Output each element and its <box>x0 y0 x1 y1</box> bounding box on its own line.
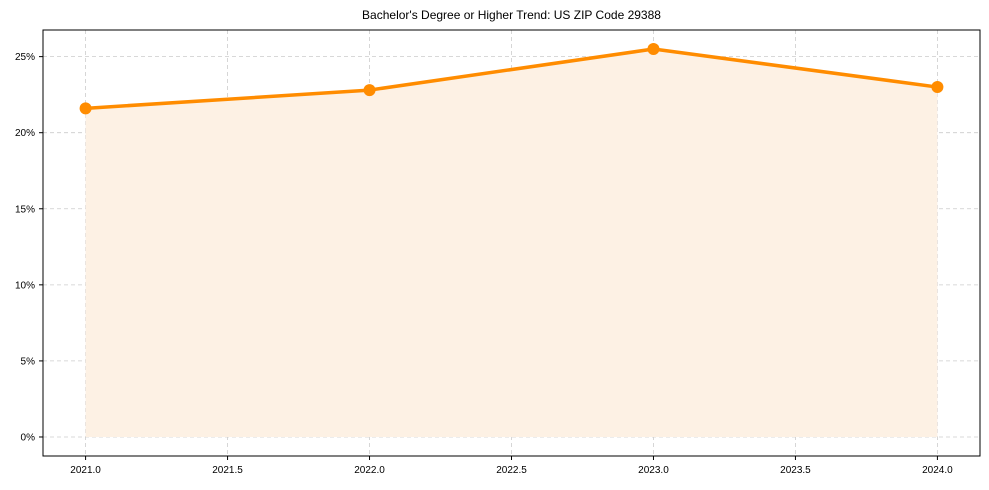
data-point-marker <box>647 43 660 56</box>
area-fill <box>85 49 938 437</box>
data-point-marker <box>363 84 376 97</box>
x-tick-label: 2023.0 <box>638 465 669 476</box>
y-tick-label: 5% <box>21 356 36 367</box>
data-markers <box>79 43 944 115</box>
chart-title: Bachelor's Degree or Higher Trend: US ZI… <box>362 8 661 22</box>
x-tick-label: 2023.5 <box>780 465 811 476</box>
series-line <box>85 47 938 111</box>
y-tick-label: 0% <box>21 432 36 443</box>
x-tick-label: 2021.0 <box>70 465 101 476</box>
y-tick-label: 15% <box>15 204 35 215</box>
x-tick-label: 2022.0 <box>354 465 385 476</box>
data-point-marker <box>79 102 92 115</box>
x-tick-label: 2022.5 <box>496 465 527 476</box>
y-tick-label: 10% <box>15 280 35 291</box>
data-point-marker <box>931 81 944 94</box>
x-tick-label: 2024.0 <box>922 465 953 476</box>
x-tick-label: 2021.5 <box>212 465 243 476</box>
x-axis: 2021.0 2021.5 2022.0 2022.5 2023.0 2023.5 2024… <box>70 456 953 476</box>
y-axis: 0% 5% 10% 15% 20% 25% <box>15 52 43 443</box>
y-tick-label: 20% <box>15 128 35 139</box>
y-tick-label: 25% <box>15 52 35 63</box>
